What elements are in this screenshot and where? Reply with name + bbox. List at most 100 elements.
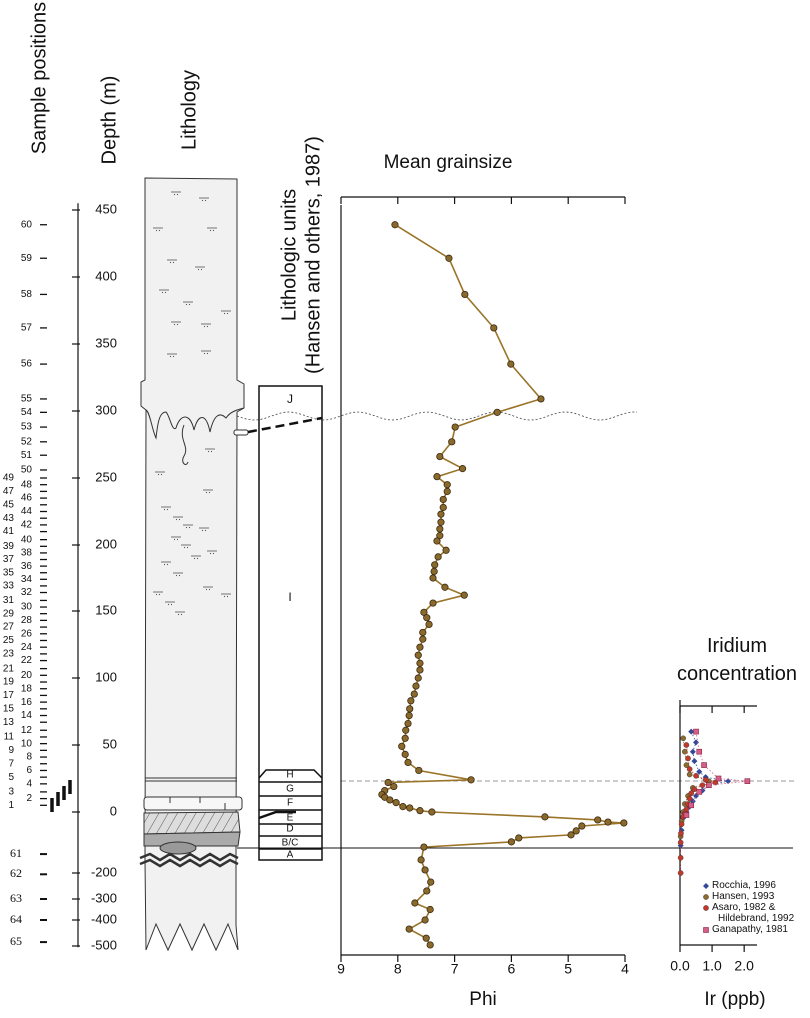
sample-label: 19	[3, 677, 15, 688]
sample-label: 56	[21, 359, 33, 370]
grainsize-point	[467, 776, 475, 784]
lithology-symbol	[183, 546, 186, 549]
grainsize-point	[448, 438, 456, 446]
sample-label: 7	[8, 758, 14, 769]
grainsize-point	[443, 487, 451, 495]
ir-point	[688, 728, 695, 735]
grainsize-point	[434, 553, 442, 561]
sample-label: 3	[8, 787, 14, 798]
correlation-dash	[247, 416, 323, 434]
grainsize-point	[411, 899, 419, 907]
grainsize-point	[429, 599, 437, 607]
sample-label: 40	[21, 534, 33, 545]
sample-label: 35	[3, 567, 15, 578]
lithology-symbol	[176, 323, 179, 326]
grainsize-point	[412, 682, 420, 690]
sample-label: 46	[21, 493, 33, 504]
x-tick-label: 1.0	[702, 958, 722, 974]
sample-label: 26	[21, 628, 33, 639]
grainsize-point	[437, 518, 445, 526]
lithology-symbol	[207, 450, 210, 453]
sample-label: 65	[10, 934, 22, 948]
lithology-symbol	[164, 291, 167, 294]
ir-point	[677, 870, 684, 876]
grainsize-point	[427, 878, 435, 886]
grainsize-point	[405, 711, 413, 720]
x-tick-label: 4	[621, 961, 629, 977]
depth-tick-label: -200	[91, 864, 117, 879]
lithology-symbol	[173, 193, 176, 196]
ir-point	[691, 758, 698, 765]
lithology-symbol	[185, 526, 188, 529]
sample-label: 12	[21, 725, 33, 736]
lithology-symbol	[210, 450, 213, 453]
ir-point	[682, 748, 688, 755]
sample-label: 6	[26, 765, 32, 776]
ir-line	[686, 731, 748, 816]
lithology-title: Lithology	[178, 70, 200, 150]
grainsize-point	[401, 734, 409, 742]
grainsize-point	[406, 804, 414, 812]
sample-label: 49	[3, 473, 15, 484]
sample-label: 24	[21, 642, 33, 653]
sample-label: 10	[21, 738, 33, 749]
grainsize-point	[567, 831, 575, 839]
ir-point	[699, 782, 706, 789]
lithology-symbol	[178, 518, 181, 521]
x-tick-label: 8	[394, 961, 402, 977]
lithology-symbol	[196, 557, 199, 560]
depth-tick-label: 300	[95, 402, 117, 417]
grainsize-point	[490, 324, 498, 332]
unit-label: D	[286, 824, 293, 835]
grainsize-point	[493, 408, 501, 416]
sample-positions-title: Sample positions	[28, 2, 50, 154]
lithology-symbol	[173, 323, 176, 326]
grainsize-point	[433, 473, 441, 481]
units-title: (Hansen and others, 1987)	[302, 136, 324, 374]
sample-label: 62	[10, 866, 22, 880]
grainsize-point	[406, 705, 414, 713]
sample-label: 25	[3, 635, 15, 646]
sample-label: 16	[21, 697, 33, 708]
sample-label: 28	[21, 615, 33, 626]
legend-marker	[703, 927, 709, 933]
ir-point	[744, 778, 751, 784]
grainsize-point	[443, 481, 451, 489]
sample-label: 2	[26, 793, 32, 804]
sample-label: 4	[26, 779, 32, 790]
lithology-symbol	[204, 529, 207, 532]
lithology-symbol	[203, 352, 206, 355]
sample-label: 37	[3, 554, 15, 565]
lithology-symbol	[185, 303, 188, 306]
grainsize-point	[421, 866, 429, 874]
sample-label: 52	[21, 436, 33, 447]
sample-label: 60	[21, 219, 33, 230]
grainsize-point	[414, 674, 422, 682]
grainsize-point	[421, 916, 429, 924]
sample-label: 48	[21, 479, 33, 490]
grainsize-point	[410, 690, 418, 698]
ir-point	[686, 795, 693, 802]
grainsize-point	[423, 887, 431, 895]
grainsize-line	[380, 224, 624, 946]
lithology-symbol	[212, 229, 215, 232]
grainsize-point	[390, 782, 398, 791]
ir-point	[678, 821, 685, 828]
ir-point	[677, 854, 684, 861]
lithology-symbol	[157, 473, 160, 476]
lithology-symbol	[155, 229, 158, 232]
ir-point	[693, 739, 700, 746]
depth-tick-label: 450	[95, 201, 117, 216]
grainsize-point	[458, 465, 467, 473]
units-box	[258, 385, 323, 861]
lithology-symbol	[175, 518, 178, 521]
ir-point	[685, 755, 691, 762]
sample-label: 32	[21, 587, 33, 598]
depth-tick-label: 200	[95, 536, 117, 551]
grainsize-point	[460, 591, 468, 599]
lithology-symbol	[226, 312, 229, 315]
sample-label: 18	[21, 683, 33, 694]
lithology-symbol	[203, 325, 206, 328]
sample-label: 42	[21, 520, 33, 531]
